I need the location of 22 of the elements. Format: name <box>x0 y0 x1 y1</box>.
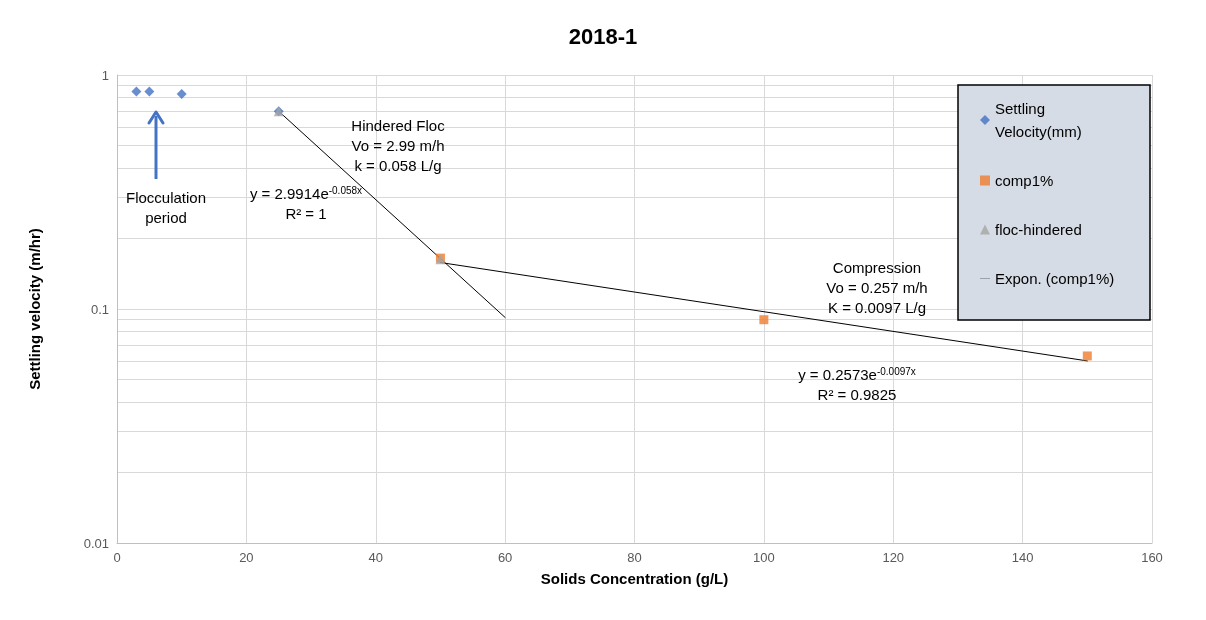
annotation: Compression Vo = 0.257 m/h K = 0.0097 L/g <box>826 258 928 316</box>
chart-title: 2018-1 <box>568 23 638 49</box>
x-tick-label: 160 <box>1141 550 1163 565</box>
x-tick-label: 120 <box>882 550 905 565</box>
legend-label: comp1% <box>995 172 1054 189</box>
x-tick-label: 100 <box>753 550 775 565</box>
legend-label: Expon. (comp1%) <box>995 270 1115 287</box>
y-tick-label: 1 <box>101 67 109 83</box>
x-tick-label: 60 <box>497 550 513 565</box>
x-tick-label: 20 <box>239 550 254 565</box>
legend-label: floc-hindered <box>995 221 1082 238</box>
x-tick-label: 40 <box>368 550 383 565</box>
x-tick-label: 140 <box>1011 550 1034 565</box>
annotation: Flocculation period <box>125 188 207 226</box>
annotation: Hindered Floc Vo = 2.99 m/h k = 0.058 L/g <box>351 116 446 174</box>
y-tick-label: 0.1 <box>90 301 109 317</box>
x-axis-title: Solids Concentration (g/L) <box>540 570 729 587</box>
legend-label: Settling Velocity(mm) <box>995 100 1082 140</box>
y-axis-title: Settling velocity (m/hr) <box>26 228 43 390</box>
x-tick-label: 0 <box>113 550 121 565</box>
y-tick-label: 0.01 <box>83 535 109 551</box>
x-tick-label: 80 <box>627 550 642 565</box>
